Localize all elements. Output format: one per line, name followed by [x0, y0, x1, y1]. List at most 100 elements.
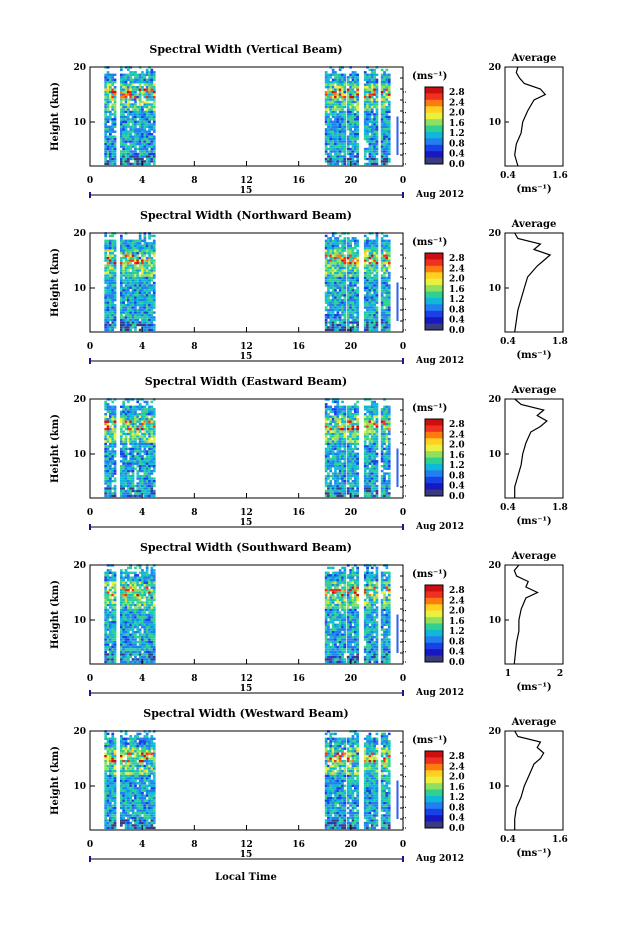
heatmap-cell	[131, 472, 135, 475]
heatmap-cell	[127, 264, 130, 267]
heatmap-cell	[341, 308, 344, 312]
heatmap-cell	[127, 284, 130, 287]
heatmap-cell	[111, 103, 115, 106]
heatmap-cell	[331, 93, 335, 96]
heatmap-cell	[356, 430, 359, 433]
heatmap-cell	[375, 408, 379, 411]
heatmap-cell	[152, 323, 156, 327]
heatmap-cell	[145, 150, 149, 153]
heatmap-cell	[363, 299, 367, 302]
colorbar-tick-label: 0.8	[449, 471, 465, 481]
heatmap-cell	[338, 254, 342, 257]
heatmap-cell	[327, 90, 330, 94]
heatmap-cell	[356, 460, 359, 463]
heatmap-cell	[138, 95, 142, 99]
heatmap-cell	[387, 279, 391, 282]
heatmap-cell	[152, 420, 156, 423]
heatmap-cell	[373, 81, 376, 84]
heatmap-cell	[104, 638, 107, 641]
heatmap-cell	[373, 294, 376, 297]
heatmap-cell	[111, 472, 115, 475]
heatmap-cell	[104, 596, 107, 599]
heatmap-cell	[134, 494, 137, 498]
heatmap-cell	[106, 616, 110, 619]
heatmap-cell	[141, 90, 144, 94]
heatmap-cell	[373, 145, 376, 148]
heatmap-cell	[368, 120, 372, 123]
heatmap-cell	[109, 160, 112, 163]
heatmap-cell	[113, 152, 117, 156]
heatmap-cell	[349, 113, 352, 116]
heatmap-cell	[366, 487, 369, 490]
heatmap-cell	[338, 115, 342, 119]
heatmap-cell	[106, 494, 110, 498]
heatmap-cell	[124, 450, 128, 453]
heatmap-cell	[145, 289, 149, 292]
heatmap-cell	[343, 410, 347, 413]
heatmap-cell	[343, 294, 347, 297]
heatmap-cell	[341, 256, 344, 260]
heatmap-cell	[368, 274, 372, 277]
heatmap-cell	[363, 430, 367, 433]
heatmap-cell	[134, 296, 137, 299]
heatmap-cell	[141, 249, 144, 252]
heatmap-cell	[370, 437, 374, 441]
heatmap-cell	[336, 323, 340, 327]
heatmap-cell	[143, 462, 147, 465]
heatmap-cell	[329, 415, 333, 418]
heatmap-cell	[387, 140, 391, 143]
heatmap-cell	[106, 623, 110, 626]
heatmap-cell	[334, 479, 337, 483]
heatmap-cell	[138, 276, 142, 280]
heatmap-cell	[368, 130, 372, 133]
heatmap-cell	[141, 442, 144, 446]
heatmap-cell	[327, 269, 330, 272]
heatmap-cell	[145, 467, 149, 470]
heatmap-cell	[356, 308, 359, 312]
heatmap-cell	[387, 299, 391, 302]
heatmap-cell	[368, 269, 372, 272]
heatmap-cell	[143, 103, 147, 106]
heatmap-cell	[356, 479, 359, 483]
heatmap-cell	[331, 420, 335, 423]
heatmap-cell	[338, 133, 342, 136]
heatmap-cell	[329, 123, 333, 126]
heatmap-cell	[129, 306, 133, 309]
heatmap-cell	[152, 422, 156, 426]
heatmap-cell	[138, 239, 142, 242]
heatmap-cell	[327, 462, 330, 465]
heatmap-cell	[368, 135, 372, 138]
heatmap-cell	[106, 462, 110, 465]
heatmap-cell	[373, 308, 376, 312]
heatmap-cell	[351, 284, 355, 287]
heatmap-cell	[127, 410, 130, 413]
heatmap-cell	[327, 460, 330, 463]
heatmap-cell	[120, 299, 123, 302]
heatmap-cell	[120, 323, 123, 327]
heatmap-cell	[127, 494, 130, 498]
heatmap-cell	[145, 137, 149, 141]
heatmap-cell	[329, 452, 333, 455]
heatmap-cell	[380, 492, 384, 495]
colorbar-tick-label: 1.2	[449, 461, 465, 471]
heatmap-cell	[109, 291, 112, 294]
heatmap-cell	[152, 291, 156, 294]
heatmap-cell	[148, 73, 151, 76]
heatmap-cell	[145, 430, 149, 433]
heatmap-cell	[341, 264, 344, 267]
heatmap-cell	[111, 155, 115, 158]
heatmap-cell	[324, 86, 328, 89]
heatmap-cell	[349, 276, 352, 280]
heatmap-cell	[383, 155, 386, 158]
heatmap-cell	[324, 113, 328, 116]
heatmap-cell	[120, 294, 123, 297]
heatmap-cell	[324, 435, 328, 438]
heatmap-cell	[141, 115, 144, 119]
heatmap-cell	[104, 643, 107, 646]
heatmap-cell	[338, 418, 342, 421]
heatmap-cell	[354, 90, 357, 94]
heatmap-cell	[138, 120, 142, 123]
heatmap-cell	[370, 145, 374, 148]
heatmap-cell	[329, 113, 333, 116]
heatmap-cell	[324, 130, 328, 133]
